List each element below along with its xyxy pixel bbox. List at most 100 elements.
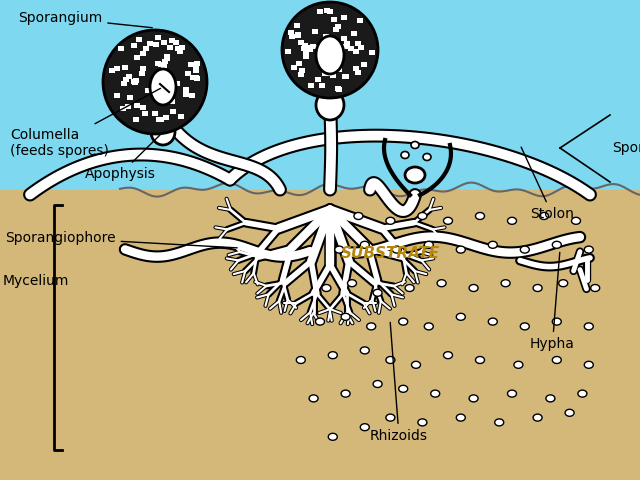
Bar — [294, 23, 300, 28]
Ellipse shape — [508, 390, 516, 397]
Text: SUBSTRATE: SUBSTRATE — [340, 246, 440, 261]
Bar — [164, 56, 170, 61]
Text: Mycelium: Mycelium — [3, 274, 69, 288]
Bar — [182, 92, 189, 97]
Ellipse shape — [533, 414, 542, 421]
Ellipse shape — [360, 241, 369, 248]
Bar — [357, 18, 364, 23]
Bar — [118, 47, 124, 51]
Text: Sporangiophore: Sporangiophore — [5, 231, 237, 248]
Bar — [339, 49, 345, 54]
Ellipse shape — [508, 217, 516, 224]
Ellipse shape — [456, 414, 465, 421]
Ellipse shape — [328, 352, 337, 359]
Bar — [342, 44, 348, 49]
Bar — [0, 0, 640, 190]
Bar — [140, 66, 146, 71]
Ellipse shape — [316, 90, 344, 120]
Bar — [330, 73, 336, 78]
Text: Hypha: Hypha — [530, 252, 575, 351]
Ellipse shape — [437, 280, 446, 287]
Bar — [308, 83, 314, 88]
Bar — [162, 59, 168, 64]
Bar — [184, 87, 189, 92]
Bar — [295, 33, 301, 38]
Bar — [307, 47, 312, 52]
Ellipse shape — [540, 213, 548, 219]
Ellipse shape — [150, 69, 176, 105]
Bar — [336, 86, 342, 92]
Bar — [361, 62, 367, 67]
Bar — [109, 68, 115, 73]
Bar — [145, 88, 151, 93]
Ellipse shape — [424, 241, 433, 248]
Bar — [179, 45, 186, 50]
Ellipse shape — [552, 241, 561, 248]
Bar — [147, 41, 153, 46]
Bar — [335, 86, 341, 91]
Bar — [310, 44, 316, 49]
Bar — [139, 71, 145, 76]
Circle shape — [103, 30, 207, 134]
Bar — [329, 69, 335, 74]
Bar — [302, 43, 308, 48]
Ellipse shape — [341, 313, 350, 320]
Bar — [193, 65, 200, 71]
Ellipse shape — [456, 313, 465, 320]
Ellipse shape — [591, 285, 600, 291]
Bar — [166, 88, 172, 93]
Ellipse shape — [520, 323, 529, 330]
Bar — [152, 111, 159, 116]
Bar — [321, 67, 328, 72]
Bar — [153, 42, 159, 48]
Ellipse shape — [456, 246, 465, 253]
Ellipse shape — [584, 246, 593, 253]
Bar — [342, 74, 348, 79]
Bar — [331, 57, 337, 61]
Ellipse shape — [584, 361, 593, 368]
Bar — [143, 47, 149, 51]
Bar — [177, 49, 183, 54]
Text: Columella
(feeds spores): Columella (feeds spores) — [10, 88, 161, 158]
Bar — [194, 61, 200, 66]
Bar — [322, 66, 328, 72]
Bar — [193, 68, 198, 73]
Bar — [164, 54, 170, 59]
Bar — [298, 72, 304, 77]
Ellipse shape — [444, 217, 452, 224]
Ellipse shape — [469, 395, 478, 402]
Ellipse shape — [412, 361, 420, 368]
Bar — [351, 31, 356, 36]
Bar — [323, 66, 330, 72]
Bar — [170, 109, 176, 114]
Ellipse shape — [495, 419, 504, 426]
Text: Spores: Spores — [612, 141, 640, 155]
Ellipse shape — [424, 323, 433, 330]
Ellipse shape — [431, 390, 440, 397]
Ellipse shape — [418, 419, 427, 426]
Ellipse shape — [501, 280, 510, 287]
Bar — [353, 49, 359, 54]
Bar — [134, 103, 140, 108]
Ellipse shape — [354, 213, 363, 219]
Bar — [324, 72, 330, 76]
Bar — [175, 47, 180, 51]
Bar — [319, 83, 325, 88]
Bar — [174, 81, 180, 86]
Bar — [323, 71, 328, 76]
Ellipse shape — [151, 119, 175, 145]
Ellipse shape — [309, 395, 318, 402]
Bar — [136, 36, 141, 42]
Ellipse shape — [405, 167, 425, 183]
Bar — [344, 41, 350, 46]
Bar — [156, 117, 162, 121]
Bar — [189, 93, 195, 98]
Bar — [369, 50, 375, 55]
Ellipse shape — [578, 390, 587, 397]
Ellipse shape — [316, 318, 324, 325]
Bar — [312, 29, 317, 35]
Bar — [190, 75, 196, 80]
Ellipse shape — [373, 289, 382, 296]
Bar — [303, 54, 308, 59]
Bar — [127, 95, 133, 100]
